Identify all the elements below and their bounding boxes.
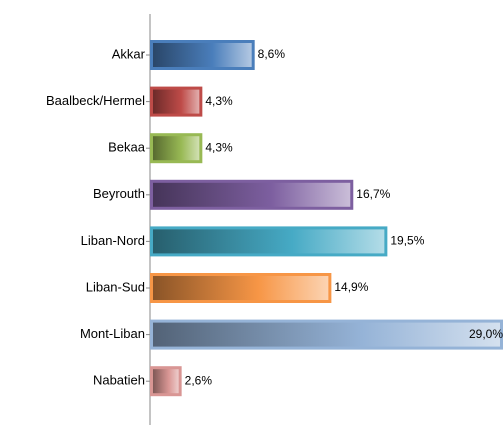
value-label: 14,9% bbox=[334, 280, 368, 294]
value-label: 4,3% bbox=[205, 140, 233, 154]
bar bbox=[150, 273, 332, 303]
bar bbox=[150, 86, 203, 117]
bar bbox=[150, 226, 388, 257]
bar bbox=[150, 366, 182, 397]
value-label: 4,3% bbox=[205, 94, 233, 108]
category-label: Beyrouth bbox=[93, 186, 145, 201]
bar bbox=[150, 40, 255, 70]
category-label: Nabatieh bbox=[93, 373, 145, 388]
category-label: Bekaa bbox=[108, 140, 146, 155]
value-label: 19,5% bbox=[390, 234, 424, 248]
bar bbox=[150, 319, 503, 350]
category-label: Baalbeck/Hermel bbox=[46, 93, 145, 108]
value-label: 16,7% bbox=[356, 187, 390, 201]
category-label: Akkar bbox=[112, 46, 146, 61]
bar bbox=[150, 179, 354, 210]
value-label: 8,6% bbox=[258, 47, 286, 61]
category-label: Mont-Liban bbox=[80, 326, 145, 341]
category-label: Liban-Nord bbox=[81, 233, 145, 248]
category-label: Liban-Sud bbox=[86, 279, 145, 294]
bar bbox=[150, 133, 203, 164]
value-label: 29,0% bbox=[469, 327, 503, 341]
value-label: 2,6% bbox=[185, 373, 213, 387]
